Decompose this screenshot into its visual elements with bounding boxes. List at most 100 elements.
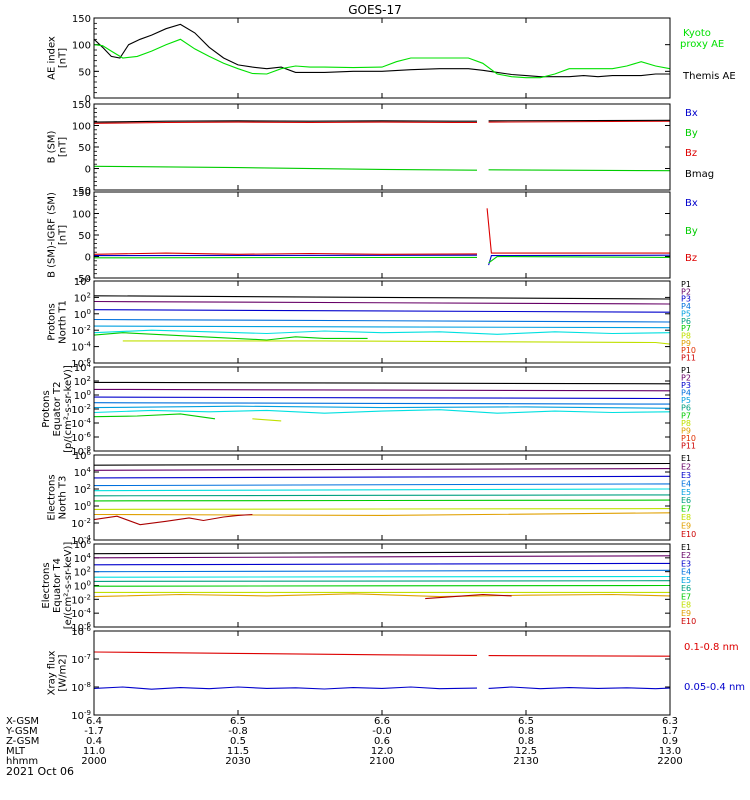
ytick-label: 102 [74, 291, 91, 304]
ylabel-line: North T3 [58, 476, 69, 520]
series-e1 [94, 551, 670, 555]
legend-entry: P7 [681, 324, 691, 333]
ylabel-line: [nT] [58, 137, 69, 157]
ytick-label: 100 [72, 122, 91, 133]
legend-entry: P8 [681, 332, 691, 341]
legend-entry: E2 [681, 551, 691, 560]
ylabel-line: [nT] [58, 48, 69, 68]
legend-entry: E6 [681, 496, 691, 505]
legend-entry: P5 [681, 396, 691, 405]
ylabel-line: Electrons [41, 562, 52, 608]
ylabel-line: AE index [47, 36, 58, 80]
series-bmag [94, 120, 477, 123]
legend-entry: E1 [681, 543, 691, 552]
series-e3 [94, 475, 670, 479]
series-e4 [94, 569, 670, 573]
coord-value: 0.6 [374, 736, 390, 747]
panel-frame [93, 103, 671, 191]
series-e10 [425, 593, 512, 600]
legend-entry: E4 [681, 568, 691, 577]
series-group [94, 119, 670, 172]
series-e9 [94, 512, 670, 516]
ytick-label: 100 [74, 389, 91, 402]
ytick-label: 10-6 [71, 625, 91, 638]
legend-entry: E1 [681, 454, 691, 463]
coord-value: 2200 [657, 756, 682, 767]
legend-entry: P11 [681, 354, 696, 363]
legend-entry: E5 [681, 488, 691, 497]
ytick-label: 106 [74, 538, 92, 551]
ytick-label: 104 [74, 552, 92, 565]
ytick-label: 150 [72, 14, 91, 25]
series-group [94, 381, 670, 422]
ytick-label: 10-8 [71, 681, 91, 694]
series-e8 [94, 508, 670, 510]
ytick-label: 10-4 [71, 341, 91, 354]
series-0-1-0-8-nm [94, 651, 478, 656]
series-bz [94, 252, 478, 255]
panel-frame [93, 543, 671, 628]
ylabel-line: B (SM)-IGRF (SM) [47, 192, 58, 278]
series-group [94, 23, 670, 79]
coord-value: 6.6 [374, 716, 390, 727]
legend-entry: P2 [681, 374, 691, 383]
ylabel-line: [p/(cm²-s-sr-keV)] [63, 365, 74, 453]
series-p1 [94, 381, 670, 385]
series-e7 [94, 499, 670, 502]
ytick-label: 104 [74, 361, 92, 374]
ytick-label: 102 [74, 375, 91, 388]
legend-entry: P2 [681, 287, 691, 296]
ytick-label: 10-4 [71, 417, 91, 430]
ytick-label: 10-2 [71, 403, 91, 416]
series-e3 [94, 562, 670, 566]
series-p5 [94, 405, 670, 409]
series-e9 [94, 593, 670, 598]
ytick-label: 10-4 [71, 607, 91, 620]
ytick-label: 106 [74, 449, 92, 462]
coord-value: 12.0 [371, 746, 393, 757]
series-p7 [94, 413, 216, 420]
legend-entry: E7 [681, 505, 691, 514]
date-label: 2021 Oct 06 [6, 765, 74, 778]
coord-value: 2100 [369, 756, 394, 767]
ylabel-line: North T1 [58, 300, 69, 344]
series-e5 [94, 488, 670, 492]
coord-value: -0.0 [372, 726, 392, 737]
legend-entry: proxy AE [680, 39, 724, 50]
legend-entry: E10 [681, 530, 696, 539]
coord-value: 0.5 [230, 736, 246, 747]
coord-value: 11.0 [83, 746, 105, 757]
time-axis-footer: X-GSM 6.4 6.5 6.6 6.5 6.3 Y-GSM -1.7 -0.8 -0.0 0.8… [5, 716, 683, 767]
ytick-label: 104 [74, 275, 92, 288]
ytick-label: 10-2 [71, 593, 91, 606]
legend-entry: E2 [681, 462, 691, 471]
series-p6 [94, 409, 670, 414]
ytick-label: 100 [72, 210, 91, 221]
series-p3 [94, 396, 670, 400]
coord-value: 2030 [225, 756, 250, 767]
legend-entry: E5 [681, 576, 691, 585]
legend-entry: E9 [681, 522, 691, 531]
ylabel-line: Protons [47, 303, 58, 340]
panel-frame [93, 191, 671, 279]
series-p2 [94, 300, 670, 305]
ytick-label: 100 [74, 500, 91, 513]
series-bz [94, 121, 477, 124]
ytick-label: 102 [74, 566, 91, 579]
coord-value: 2000 [81, 756, 106, 767]
coord-value: 6.4 [86, 716, 102, 727]
ylabel-line: Equator T2 [52, 382, 63, 437]
series-e2 [94, 555, 670, 559]
coord-value: -1.7 [84, 726, 104, 737]
legend-entry: P5 [681, 309, 691, 318]
coord-value: -0.8 [228, 726, 248, 737]
coord-row-label: MLT [6, 746, 26, 757]
legend-entry: Bx [685, 108, 698, 119]
ytick-label: 100 [74, 580, 91, 593]
legend-entry: E8 [681, 513, 691, 522]
